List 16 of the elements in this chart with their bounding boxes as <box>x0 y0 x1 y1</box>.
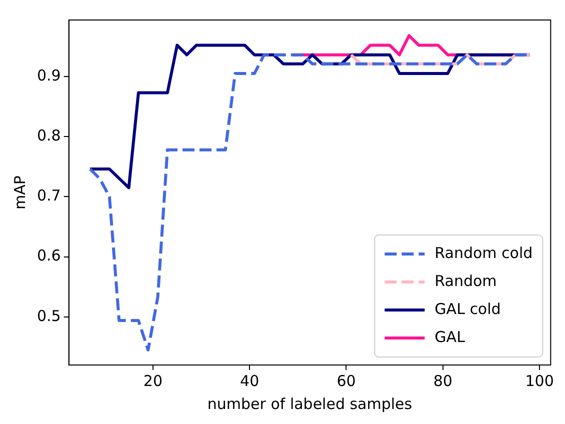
x-axis-title: number of labeled samples <box>207 394 412 413</box>
y-tick-label: 0.7 <box>36 186 61 205</box>
x-tick-label: 40 <box>240 372 260 390</box>
x-tick-label: 60 <box>336 372 356 390</box>
y-tick-label: 0.9 <box>36 66 61 84</box>
legend-label: Random cold <box>434 244 533 262</box>
y-tick-label: 0.6 <box>36 246 61 265</box>
legend-label: GAL <box>434 328 466 346</box>
legend-label: Random <box>434 272 497 290</box>
y-tick-label: 0.5 <box>36 306 61 325</box>
legend-label: GAL cold <box>434 300 501 318</box>
y-axis-title: mAP <box>10 176 29 210</box>
x-tick-label: 100 <box>525 372 554 390</box>
x-tick-label: 80 <box>433 372 452 390</box>
y-tick-label: 0.8 <box>36 126 61 144</box>
x-tick-label: 20 <box>143 372 162 390</box>
